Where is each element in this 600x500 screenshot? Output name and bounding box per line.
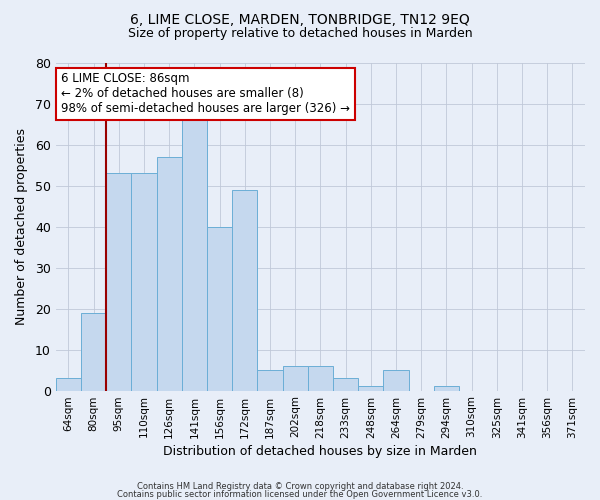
Bar bbox=[232, 190, 257, 390]
Bar bbox=[434, 386, 459, 390]
Bar bbox=[157, 157, 182, 390]
Bar bbox=[182, 120, 207, 390]
Bar bbox=[257, 370, 283, 390]
Bar bbox=[283, 366, 308, 390]
Text: Size of property relative to detached houses in Marden: Size of property relative to detached ho… bbox=[128, 28, 472, 40]
Bar bbox=[207, 226, 232, 390]
X-axis label: Distribution of detached houses by size in Marden: Distribution of detached houses by size … bbox=[163, 444, 478, 458]
Bar bbox=[383, 370, 409, 390]
Text: 6, LIME CLOSE, MARDEN, TONBRIDGE, TN12 9EQ: 6, LIME CLOSE, MARDEN, TONBRIDGE, TN12 9… bbox=[130, 12, 470, 26]
Text: 6 LIME CLOSE: 86sqm
← 2% of detached houses are smaller (8)
98% of semi-detached: 6 LIME CLOSE: 86sqm ← 2% of detached hou… bbox=[61, 72, 350, 116]
Bar bbox=[106, 173, 131, 390]
Bar bbox=[308, 366, 333, 390]
Y-axis label: Number of detached properties: Number of detached properties bbox=[15, 128, 28, 325]
Text: Contains public sector information licensed under the Open Government Licence v3: Contains public sector information licen… bbox=[118, 490, 482, 499]
Bar bbox=[131, 173, 157, 390]
Bar bbox=[333, 378, 358, 390]
Bar bbox=[358, 386, 383, 390]
Bar bbox=[56, 378, 81, 390]
Bar bbox=[81, 312, 106, 390]
Text: Contains HM Land Registry data © Crown copyright and database right 2024.: Contains HM Land Registry data © Crown c… bbox=[137, 482, 463, 491]
